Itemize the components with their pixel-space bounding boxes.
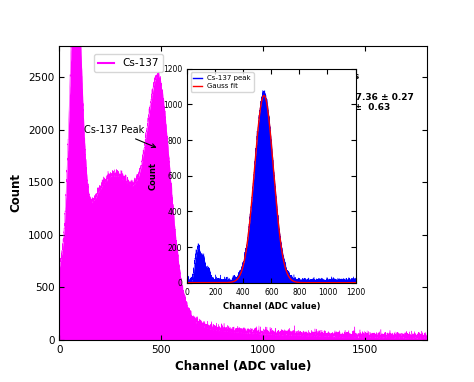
Y-axis label: Count: Count [9, 173, 23, 212]
Y-axis label: Count: Count [148, 162, 157, 190]
Text: Cs-137 Peak: Cs-137 Peak [84, 125, 155, 147]
X-axis label: Channel (ADC value): Channel (ADC value) [223, 302, 320, 311]
Legend: Cs-137 peak, Gauss fit: Cs-137 peak, Gauss fit [191, 72, 254, 92]
Legend: Cs-137: Cs-137 [94, 54, 163, 72]
Text: Fitting Statistics
Adj. R^2: 0.98
Peak Centre: 547.36 ± 0.27
FWHM: 159.36  ±  0.: Fitting Statistics Adj. R^2: 0.98 Peak C… [273, 72, 413, 112]
X-axis label: Channel (ADC value): Channel (ADC value) [175, 360, 311, 373]
